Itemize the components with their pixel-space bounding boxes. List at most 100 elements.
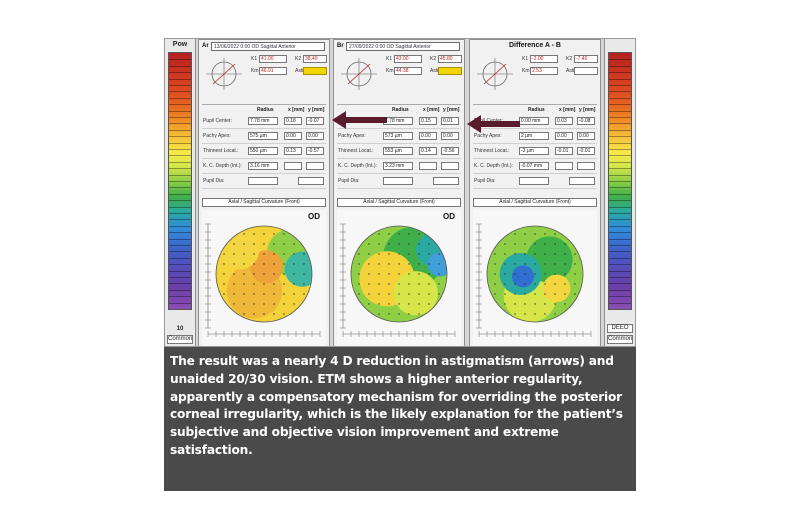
map-grid-dot: [368, 293, 370, 295]
eye-indicator: OD: [308, 212, 320, 221]
scale-tick: [609, 129, 631, 131]
map-grid-dot: [303, 253, 305, 255]
map-grid-dot: [388, 303, 390, 305]
map-grid-dot: [514, 313, 516, 315]
k-value-field: -7.40: [574, 55, 598, 63]
scale-tick: [169, 59, 191, 61]
map-grid-dot: [514, 303, 516, 305]
map-grid-dot: [293, 303, 295, 305]
k-label: K1: [251, 56, 258, 62]
row-value-x: 0.13: [284, 147, 302, 155]
axis-line: [212, 63, 236, 85]
row-label: K. C. Depth (Int.):: [203, 163, 242, 169]
map-grid-dot: [534, 293, 536, 295]
map-grid-dot: [504, 263, 506, 265]
scale-tick: [169, 238, 191, 240]
row-value-y: -0.08: [577, 117, 595, 125]
row-value-x: [419, 162, 437, 170]
exam-select-dropdown[interactable]: 27/09/2022 0:00 OD Sagittal Anterior: [346, 42, 460, 51]
left-arrow-icon: [467, 115, 520, 133]
k-label: K2: [430, 56, 437, 62]
k-value-field: 2.53: [530, 67, 558, 75]
legend-mode-button[interactable]: Common: [167, 335, 193, 344]
k-label: Astig: [566, 68, 578, 74]
map-grid-dot: [303, 263, 305, 265]
astigmatism-axis-diagram: [203, 54, 245, 94]
table-row: K. C. Depth (Int.): 3.23 mm: [337, 159, 461, 174]
map-grid-dot: [378, 293, 380, 295]
scale-tick: [169, 302, 191, 304]
exam-slot-label: Ar: [202, 43, 209, 49]
column-header: Radius: [257, 107, 274, 113]
left-arrow-icon: [332, 111, 387, 129]
row-value: 550 µm: [248, 147, 278, 155]
topography-figure: Pow 10 Common DEEO Common Ar 13/06/2022 0…: [164, 38, 636, 347]
map-grid-dot: [263, 303, 265, 305]
k-row: Km 44.38 Astig: [384, 66, 462, 78]
k-row: [249, 78, 326, 90]
row-value-y: 0.00: [306, 132, 324, 140]
k-value-field: -2.00: [530, 55, 558, 63]
map-grid-dot: [544, 273, 546, 275]
map-grid-dot: [494, 253, 496, 255]
map-grid-dot: [243, 283, 245, 285]
map-grid-dot: [233, 253, 235, 255]
map-grid-dot: [398, 263, 400, 265]
map-grid-dot: [504, 243, 506, 245]
scale-tick: [169, 245, 191, 246]
scale-tick: [169, 225, 191, 227]
row-label: Pupil Dia:: [474, 178, 496, 184]
map-grid-dot: [283, 283, 285, 285]
map-grid-dot: [293, 263, 295, 265]
k-label: Astig: [295, 68, 307, 74]
table-row: Pupil Dia:: [202, 174, 326, 189]
scale-tick: [609, 213, 631, 214]
table-row: Pupil Center: 7.78 mm 0.18 -0.07: [202, 114, 326, 129]
scale-tick: [609, 91, 631, 93]
row-label: Thinnest Locat.:: [338, 148, 374, 154]
exam-panel-a: Ar 13/06/2022 0:00 OD Sagittal Anterior K1…: [198, 39, 330, 346]
map-grid-dot: [263, 293, 265, 295]
map-type-dropdown[interactable]: Axial / Sagittal Curvature (Front): [202, 198, 326, 207]
scale-tick: [169, 251, 191, 253]
map-type-dropdown[interactable]: Axial / Sagittal Curvature (Front): [337, 198, 461, 207]
curvature-map: OD: [337, 210, 461, 346]
k-value-field: 43.00: [394, 55, 422, 63]
scale-tick: [169, 270, 191, 272]
scale-tick: [169, 213, 191, 214]
table-header: Radius x [mm] y [mm]: [337, 104, 461, 114]
column-header: y [mm]: [308, 107, 325, 113]
row-value-y: 0.01: [441, 117, 459, 125]
color-zone: [393, 271, 438, 316]
map-grid-dot: [368, 243, 370, 245]
legend-mode-button[interactable]: Common: [607, 335, 633, 344]
row-value: 7.78 mm: [383, 117, 413, 125]
map-grid-dot: [504, 273, 506, 275]
row-value: [519, 177, 549, 185]
map-grid-dot: [428, 243, 430, 245]
difference-title: Difference A - B: [509, 42, 561, 49]
scale-tick: [169, 85, 191, 86]
map-grid-dot: [398, 283, 400, 285]
k-label: Astig: [430, 68, 442, 74]
map-grid-dot: [388, 283, 390, 285]
map-outline: [350, 225, 448, 323]
map-grid-dot: [273, 303, 275, 305]
color-zone: [249, 250, 283, 284]
scale-tick: [169, 277, 191, 278]
map-grid-dot: [564, 303, 566, 305]
map-grid-dot: [233, 293, 235, 295]
map-grid-dot: [554, 263, 556, 265]
scale-tick: [609, 245, 631, 246]
exam-select-dropdown[interactable]: 13/06/2022 0:00 OD Sagittal Anterior: [211, 42, 325, 51]
map-grid-dot: [564, 273, 566, 275]
legend-title: Pow: [172, 41, 188, 48]
map-type-dropdown[interactable]: Axial / Sagittal Curvature (Front): [473, 198, 597, 207]
map-grid-dot: [428, 293, 430, 295]
map-grid-dot: [494, 263, 496, 265]
scale-tick: [609, 232, 631, 234]
scale-tick: [169, 219, 191, 221]
scale-tick: [609, 200, 631, 202]
row-value-extra: [298, 177, 324, 185]
